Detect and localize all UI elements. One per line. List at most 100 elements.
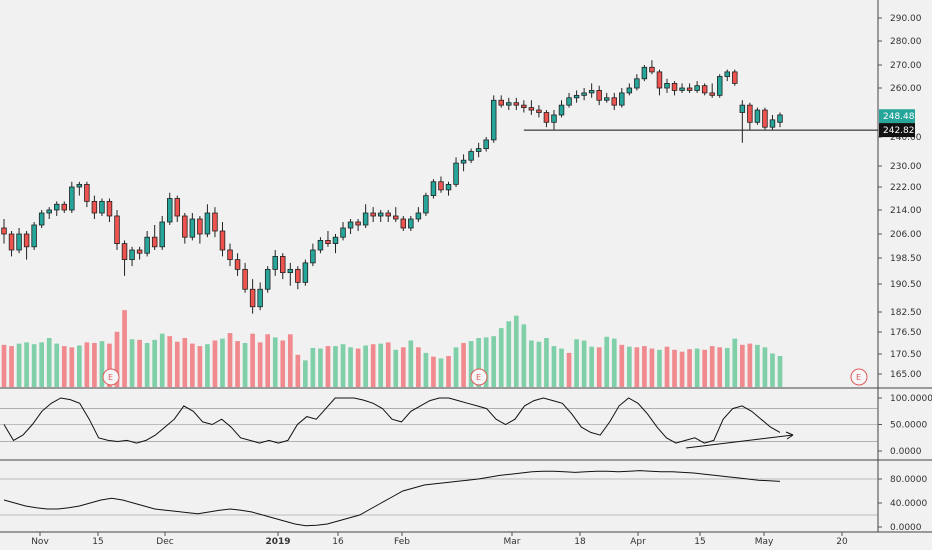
candle-body bbox=[619, 92, 625, 106]
candle bbox=[490, 95, 497, 143]
earnings-marker: E bbox=[470, 368, 488, 386]
candle bbox=[686, 83, 693, 93]
volume-bar bbox=[461, 342, 466, 387]
candle bbox=[16, 228, 22, 254]
candle bbox=[769, 114, 776, 130]
candle-body bbox=[513, 102, 520, 106]
candle-body bbox=[54, 203, 60, 211]
volume-bar bbox=[717, 347, 723, 387]
candle bbox=[182, 213, 188, 244]
candle bbox=[543, 110, 550, 128]
candle-body bbox=[438, 181, 444, 191]
candle bbox=[167, 192, 173, 225]
volume-bar bbox=[205, 344, 210, 387]
volume-bar bbox=[9, 346, 14, 387]
candle bbox=[573, 90, 580, 103]
candle-body bbox=[739, 104, 746, 113]
candle-body bbox=[769, 119, 776, 128]
volume-bar bbox=[39, 342, 45, 387]
volume-bar bbox=[363, 345, 368, 387]
price-tick-label: 230.00 bbox=[890, 162, 922, 172]
volume-bar bbox=[611, 338, 617, 387]
price-tick-label: 170.50 bbox=[890, 350, 922, 360]
volume-bar bbox=[544, 338, 549, 387]
candle-body bbox=[506, 102, 512, 106]
candle-body bbox=[310, 249, 316, 264]
candle-body bbox=[272, 255, 278, 270]
volume-bar bbox=[303, 360, 308, 387]
volume-bar bbox=[498, 328, 504, 387]
candle-body bbox=[626, 87, 633, 94]
candle bbox=[151, 225, 158, 250]
candle bbox=[498, 95, 504, 108]
candle-body bbox=[144, 236, 150, 254]
candle bbox=[362, 204, 369, 228]
volume-bars bbox=[1, 310, 783, 387]
volume-bar bbox=[61, 346, 67, 387]
candle bbox=[528, 100, 535, 115]
candle bbox=[189, 213, 196, 241]
candle bbox=[295, 266, 301, 290]
date-label: 20 bbox=[836, 537, 848, 547]
price-tick-label: 190.50 bbox=[890, 280, 922, 290]
candle bbox=[475, 142, 482, 158]
volume-bar bbox=[348, 347, 353, 387]
candle-body bbox=[656, 71, 663, 89]
candle bbox=[483, 137, 489, 152]
candle-body bbox=[566, 97, 572, 106]
volume-bar bbox=[242, 342, 248, 387]
candle bbox=[777, 112, 783, 128]
volume-bar bbox=[724, 347, 730, 387]
volume-bar bbox=[69, 347, 75, 387]
candle-body bbox=[189, 218, 196, 238]
candle-body bbox=[490, 99, 497, 141]
trendline-arrow bbox=[785, 431, 794, 440]
volume-bar bbox=[370, 344, 376, 387]
candle-body bbox=[400, 218, 407, 229]
volume-bar bbox=[220, 338, 225, 387]
candle bbox=[551, 110, 557, 130]
candle-body bbox=[38, 212, 45, 226]
candle bbox=[38, 210, 45, 228]
price-axis: 290.00 280.00 270.00 260.00 240.00 230.00 222.… bbox=[878, 14, 922, 380]
volume-bar bbox=[536, 341, 542, 387]
level-tag-bg bbox=[879, 123, 915, 138]
volume-bar bbox=[333, 346, 338, 387]
volume-bar bbox=[476, 338, 481, 387]
volume-bar bbox=[619, 344, 625, 387]
candle-body bbox=[182, 215, 188, 238]
candle bbox=[634, 74, 640, 91]
candle-body bbox=[483, 139, 489, 149]
candle bbox=[106, 198, 113, 222]
candle bbox=[664, 78, 670, 93]
candle bbox=[506, 97, 512, 111]
date-label: Feb bbox=[394, 537, 410, 547]
candle bbox=[204, 204, 211, 238]
price-tick-label: 165.00 bbox=[890, 370, 922, 380]
volume-bar bbox=[137, 339, 142, 387]
candle-body bbox=[634, 78, 640, 89]
candle bbox=[347, 219, 354, 234]
price-tick-label: 182.50 bbox=[890, 308, 922, 318]
candle bbox=[227, 243, 233, 267]
volume-bar bbox=[739, 344, 745, 387]
candle-body bbox=[167, 198, 173, 223]
candle-body bbox=[129, 249, 135, 261]
candle bbox=[408, 216, 414, 231]
candle-body bbox=[121, 243, 128, 261]
candle bbox=[1, 219, 7, 244]
volume-bar bbox=[190, 343, 195, 387]
osc-tick-label: 0.0000 bbox=[890, 447, 922, 457]
last-price-tag: 248.48 bbox=[879, 109, 915, 124]
volume-bar bbox=[1, 344, 7, 387]
candle bbox=[272, 250, 278, 276]
volume-bar bbox=[694, 348, 700, 387]
candle-body bbox=[747, 104, 753, 123]
volume-bar bbox=[732, 338, 738, 387]
sec-tick-label: 40.0000 bbox=[890, 499, 927, 509]
last-price-label: 248.48 bbox=[883, 112, 915, 122]
date-label: May bbox=[755, 537, 774, 547]
